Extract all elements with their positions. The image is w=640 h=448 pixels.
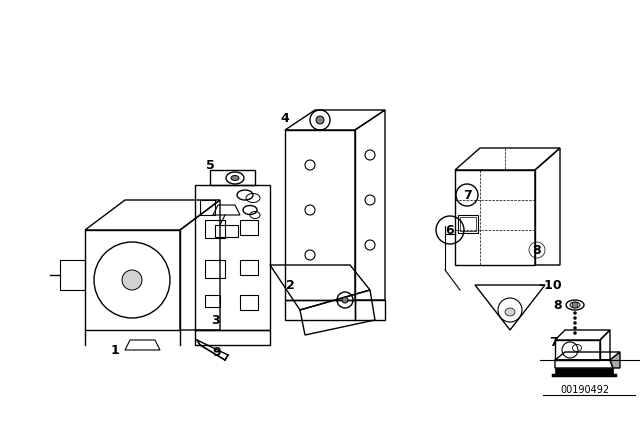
Text: 1: 1 — [111, 344, 120, 357]
Text: 00190492: 00190492 — [561, 385, 609, 395]
Circle shape — [342, 297, 348, 303]
Circle shape — [573, 332, 577, 335]
Circle shape — [316, 116, 324, 124]
Text: 7: 7 — [463, 189, 472, 202]
Bar — [205, 220, 225, 238]
Bar — [240, 220, 258, 235]
Circle shape — [573, 322, 577, 324]
Bar — [240, 260, 258, 275]
Ellipse shape — [231, 176, 239, 181]
Text: 6: 6 — [445, 224, 454, 237]
Text: 5: 5 — [205, 159, 214, 172]
Text: 7: 7 — [548, 336, 557, 349]
Circle shape — [122, 270, 142, 290]
Bar — [205, 260, 225, 278]
Bar — [458, 215, 478, 233]
Circle shape — [573, 327, 577, 329]
Bar — [460, 217, 476, 231]
Text: 9: 9 — [212, 345, 221, 358]
Circle shape — [572, 302, 578, 308]
Polygon shape — [555, 368, 613, 375]
Text: 8: 8 — [554, 298, 563, 311]
Text: 2: 2 — [285, 279, 294, 292]
Circle shape — [573, 316, 577, 319]
Text: –10: –10 — [538, 279, 562, 292]
Bar — [240, 295, 258, 310]
Polygon shape — [610, 352, 620, 368]
Bar — [205, 295, 220, 307]
Ellipse shape — [505, 308, 515, 316]
Text: 3: 3 — [211, 314, 220, 327]
Circle shape — [573, 311, 577, 314]
Text: 8: 8 — [532, 244, 541, 257]
Text: 4: 4 — [280, 112, 289, 125]
